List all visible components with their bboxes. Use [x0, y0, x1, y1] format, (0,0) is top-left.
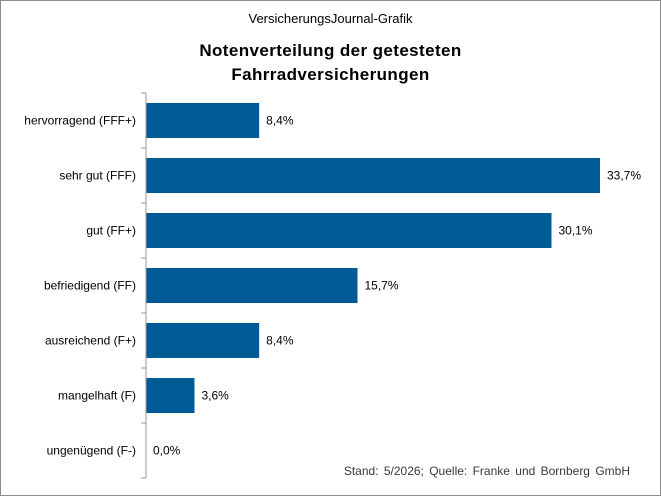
category-label: mangelhaft (F) — [58, 389, 136, 403]
category-label: befriedigend (FF) — [44, 279, 136, 293]
category-label: hervorragend (FFF+) — [24, 114, 136, 128]
category-label: gut (FF+) — [86, 224, 136, 238]
bar — [146, 158, 600, 193]
category-label: ungenügend (F-) — [47, 444, 136, 458]
chart-title-line-2: Fahrradversicherungen — [231, 65, 430, 84]
chart-supertitle: VersicherungsJournal-Grafik — [248, 11, 413, 26]
bar — [146, 323, 260, 358]
category-label: ausreichend (F+) — [45, 334, 136, 348]
chart-title-line-1: Notenverteilung der getesteten — [199, 41, 462, 60]
value-label: 30,1% — [559, 224, 593, 238]
bar — [146, 378, 195, 413]
value-label: 0,0% — [153, 444, 181, 458]
value-label: 8,4% — [266, 114, 294, 128]
bar — [146, 103, 260, 138]
chart-title: Notenverteilung der getesteten Fahrradve… — [1, 39, 660, 87]
value-label: 3,6% — [201, 389, 229, 403]
value-label: 33,7% — [607, 169, 641, 183]
value-label: 15,7% — [365, 279, 399, 293]
bar — [146, 268, 358, 303]
value-label: 8,4% — [266, 334, 294, 348]
source-note: Stand: 5/2026; Quelle: Franke und Bornbe… — [343, 464, 630, 478]
bar — [146, 213, 552, 248]
category-label: sehr gut (FFF) — [59, 169, 136, 183]
